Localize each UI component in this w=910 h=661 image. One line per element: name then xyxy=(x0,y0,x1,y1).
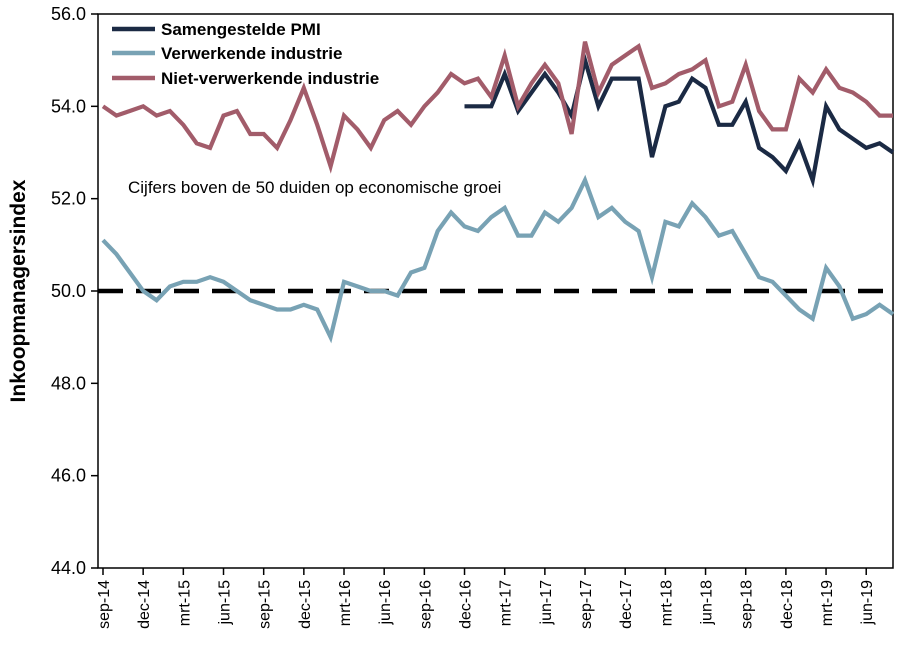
x-tick-label: mrt-16 xyxy=(337,580,354,626)
series-line-0 xyxy=(464,52,895,189)
y-tick-label: 56.0 xyxy=(51,4,86,24)
legend-item-0: Samengestelde PMI xyxy=(112,20,321,39)
x-tick-label: jun-15 xyxy=(217,580,234,626)
x-tick-label: dec-17 xyxy=(618,580,635,629)
x-tick-label: dec-15 xyxy=(297,580,314,629)
x-tick-label: mrt-19 xyxy=(819,580,836,626)
x-tick-label: mrt-15 xyxy=(176,580,193,626)
x-tick-label: sep-17 xyxy=(578,580,595,629)
annotation-text: Cijfers boven de 50 duiden op economisch… xyxy=(128,178,501,197)
x-tick-label: sep-18 xyxy=(739,580,756,629)
x-tick-label: sep-16 xyxy=(417,580,434,629)
x-tick-label: jun-18 xyxy=(699,580,716,626)
x-tick-label: mrt-18 xyxy=(658,580,675,626)
x-tick-label: mrt-17 xyxy=(498,580,515,626)
x-tick-label: jun-17 xyxy=(538,580,555,626)
series-line-1 xyxy=(101,174,895,344)
legend-item-1: Verwerkende industrie xyxy=(112,44,342,63)
x-tick-label: sep-14 xyxy=(96,580,113,629)
legend-label: Samengestelde PMI xyxy=(161,20,321,39)
legend-label: Verwerkende industrie xyxy=(161,44,342,63)
y-tick-label: 50.0 xyxy=(51,281,86,301)
x-tick-label: jun-19 xyxy=(859,580,876,626)
y-tick-label: 44.0 xyxy=(51,558,86,578)
legend-item-2: Niet-verwerkende industrie xyxy=(112,69,379,88)
x-tick-label: jun-16 xyxy=(377,580,394,626)
x-tick-label: dec-18 xyxy=(779,580,796,629)
legend-label: Niet-verwerkende industrie xyxy=(161,69,379,88)
y-tick-label: 46.0 xyxy=(51,466,86,486)
x-tick-label: dec-14 xyxy=(136,580,153,629)
y-axis-title: Inkoopmanagersindex xyxy=(7,179,30,402)
y-tick-label: 48.0 xyxy=(51,373,86,393)
x-tick-label: sep-15 xyxy=(257,580,274,629)
y-tick-label: 54.0 xyxy=(51,96,86,116)
y-tick-label: 52.0 xyxy=(51,189,86,209)
series-line-2 xyxy=(101,41,893,174)
x-tick-label: dec-16 xyxy=(458,580,475,629)
